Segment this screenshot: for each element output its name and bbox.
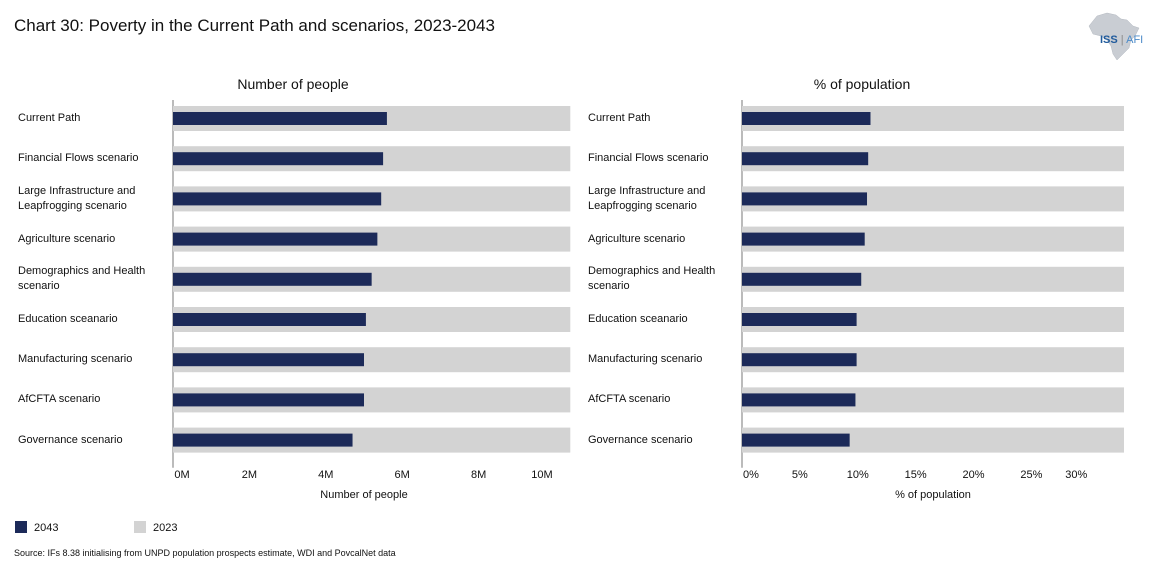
panel-2-tick-label: 10%	[846, 469, 869, 481]
panel-1-category-label-line: Financial Flows scenario	[18, 152, 139, 165]
panel-1-bar-2043-4	[173, 272, 372, 286]
panel-2-tick-label: 20%	[962, 469, 985, 481]
panel-1-bar-2043-1	[173, 152, 384, 166]
panel-2-category-label-line: Governance scenario	[588, 433, 693, 446]
panel-1-title: Number of people	[237, 76, 349, 92]
panel-1-bar-2043-8	[173, 433, 353, 447]
legend-swatch-2043	[15, 521, 27, 533]
panel-2-category-label: Education sceanario	[588, 312, 688, 327]
panel-1-bar-2043-0	[173, 112, 387, 125]
panel-2-category-label: Large Infrastructure and Leapfrogging sce…	[588, 184, 705, 214]
logo-afi: AFI	[1126, 34, 1144, 46]
panel-1-tick-label: 4M	[318, 469, 334, 481]
panel-1-tick-label: 10M	[531, 469, 553, 481]
legend-swatch-2023	[134, 521, 146, 533]
panel-2-category-label: AfCFTA scenario	[588, 392, 670, 407]
panel-1-category-label: Governance scenario	[18, 433, 123, 448]
panel-2-tick-label: 0%	[743, 469, 759, 481]
panel-2-category-label-line: Demographics and Health	[588, 265, 716, 278]
panel-2-bar-2043-6	[742, 353, 857, 367]
panel-2-category-label-line: Large Infrastructure and	[588, 184, 706, 197]
panel-2-bar-2043-4	[742, 272, 862, 286]
panel-2-category-label-line: Manufacturing scenario	[588, 353, 703, 366]
panel-2-tick-label: 25%	[1020, 469, 1043, 481]
panel-2-category-label-line: Education sceanario	[588, 313, 688, 325]
panel-1-category-label-line: Agriculture scenario	[18, 232, 116, 245]
panel-2-tick-label: 30%	[1065, 469, 1088, 481]
source-note: Source: IFs 8.38 initialising from UNPD …	[14, 548, 396, 558]
legend-label-2043: 2043	[34, 522, 59, 534]
panel-2-category-label: Demographics and Health scenario	[588, 264, 715, 294]
panel-1-category-label: Demographics and Health scenario	[18, 264, 145, 294]
legend-label-2023: 2023	[153, 522, 178, 534]
logo-iss: ISS	[1100, 34, 1118, 46]
panel-2-category-label: Financial Flows scenario	[588, 151, 708, 166]
panel-2-category-label-line: AfCFTA scenario	[588, 393, 671, 406]
panel-1-category-label-line: Education sceanario	[18, 313, 118, 325]
panel-1-category-label-line: Demographics and Health	[18, 265, 146, 278]
panel-1-tick-label: 2M	[241, 469, 258, 481]
panel-1-bar-2043-3	[173, 232, 378, 246]
panel-1-tick-label: 6M	[394, 469, 410, 481]
chart-title: Chart 30: Poverty in the Current Path an…	[14, 16, 496, 35]
panel-1-category-label-line: Large Infrastructure and	[18, 184, 136, 197]
panel-2-bar-2043-1	[742, 152, 869, 166]
africa-map-icon	[1088, 12, 1140, 61]
panel-1-category-label-line: Current Path	[18, 112, 81, 124]
panel-2-bar-2043-3	[742, 232, 865, 246]
panel-2-category-label: Current Path	[588, 111, 650, 126]
panel-1-bar-2043-6	[173, 353, 364, 367]
panel-1-tick-label: 8M	[470, 469, 487, 481]
panel-1-category-label: Agriculture scenario	[18, 232, 115, 247]
panel-2-category-label: Agriculture scenario	[588, 232, 685, 247]
panel-2-category-label-line: Financial Flows scenario	[588, 152, 709, 165]
panel-2-category-label-line: Agriculture scenario	[588, 232, 686, 245]
panel-1-category-label: Education sceanario	[18, 312, 118, 327]
panel-1-tick-label: 0M	[174, 469, 190, 481]
panel-1-category-label-line: scenario	[18, 280, 60, 293]
panel-1-category-label-line: Governance scenario	[18, 433, 123, 446]
panel-1-bar-2043-2	[173, 192, 382, 206]
panel-2-bar-2043-7	[742, 393, 856, 407]
panel-2-bar-2043-5	[742, 313, 857, 326]
panel-2-bar-2043-2	[742, 192, 868, 206]
panel-2-tick-label: 5%	[791, 469, 808, 481]
panel-1-category-label: Large Infrastructure and Leapfrogging sce…	[18, 184, 135, 214]
panel-2-category-label-line: Leapfrogging scenario	[588, 199, 697, 212]
panel-1-category-label: Manufacturing scenario	[18, 352, 132, 367]
panel-2-category-label: Manufacturing scenario	[588, 352, 702, 367]
panel-1-category-label: Financial Flows scenario	[18, 151, 138, 166]
panel-2-bar-2043-0	[742, 112, 871, 125]
panel-1-bar-2043-7	[173, 393, 364, 407]
panel-2-category-label-line: scenario	[588, 280, 630, 293]
panel-1-category-label-line: Manufacturing scenario	[18, 353, 133, 366]
panel-1-bar-2043-5	[173, 313, 366, 326]
panel-1-category-label: AfCFTA scenario	[18, 392, 100, 407]
panel-1-x-axis-title: Number of people	[320, 489, 408, 501]
panel-2-category-label: Governance scenario	[588, 433, 693, 448]
panel-2-title: % of population	[813, 76, 911, 92]
panel-1-category-label-line: AfCFTA scenario	[18, 393, 101, 406]
logo-text: ISS | AFI	[1100, 34, 1144, 46]
panel-2-x-axis-title: % of population	[895, 489, 971, 501]
panel-2-tick-label: 15%	[904, 469, 927, 481]
panel-1-category-label: Current Path	[18, 111, 80, 126]
panel-1-category-label-line: Leapfrogging scenario	[18, 199, 127, 212]
panel-2-bar-2043-8	[742, 433, 850, 447]
panel-2-category-label-line: Current Path	[588, 112, 651, 124]
